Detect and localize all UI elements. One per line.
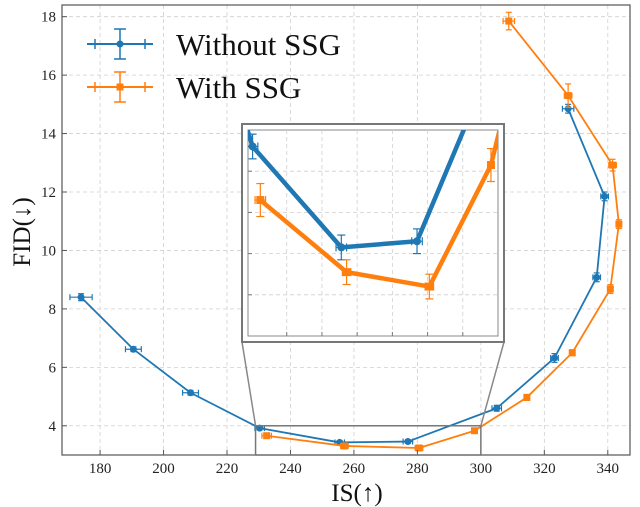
data-point-with-ssg	[568, 349, 576, 357]
x-tick-label: 320	[533, 461, 556, 477]
axis-ticks: 180 200 220 240 260 280 300 320 340 4 6 8 10 12 14 16 18	[41, 10, 619, 477]
y-tick-label: 4	[49, 419, 57, 435]
zoom-indicator	[241, 341, 505, 456]
y-tick-label: 6	[49, 360, 57, 376]
series-without-ssg	[248, 130, 467, 261]
legend: Without SSG With SSG	[87, 27, 341, 105]
inset-zoom-panel	[241, 123, 505, 343]
inset-grid-lines	[248, 130, 498, 336]
x-tick-label: 300	[470, 461, 493, 477]
data-point-without-ssg	[601, 192, 609, 200]
inset-ticks	[248, 170, 464, 336]
data-point-without-ssg	[129, 345, 137, 353]
data-point-with-ssg	[564, 92, 572, 100]
series-line-with-ssg	[258, 130, 498, 289]
data-point-without-ssg	[593, 273, 601, 281]
data-point-with-ssg	[263, 432, 271, 440]
legend-label-with-ssg: With SSG	[176, 70, 301, 105]
data-point-without-ssg	[187, 389, 195, 397]
x-tick-label: 200	[152, 461, 175, 477]
y-tick-label: 14	[41, 127, 57, 143]
data-point-with-ssg	[615, 220, 623, 228]
series-with-ssg	[261, 11, 623, 452]
data-point-without-ssg	[404, 438, 412, 446]
y-tick-label: 12	[41, 185, 56, 201]
legend-marker-with-ssg	[116, 83, 124, 91]
series-without-ssg	[69, 103, 610, 446]
y-axis-title: FID(↓)	[9, 197, 36, 266]
data-point-without-ssg	[493, 404, 501, 412]
data-point-with-ssg	[340, 442, 348, 450]
x-tick-label: 280	[406, 461, 429, 477]
data-point-with-ssg	[523, 393, 531, 401]
x-axis-title: IS(↑)	[331, 480, 382, 507]
legend-item-without-ssg: Without SSG	[87, 27, 341, 62]
data-point-without-ssg	[77, 293, 85, 301]
legend-item-with-ssg: With SSG	[87, 70, 301, 105]
legend-marker-without-ssg	[116, 40, 124, 48]
data-point-with-ssg	[256, 196, 265, 205]
inset-inner-frame	[247, 129, 499, 337]
data-point-with-ssg	[342, 268, 351, 277]
inset-series-layer	[248, 130, 498, 300]
y-tick-label: 18	[41, 10, 56, 26]
data-point-with-ssg	[425, 282, 434, 291]
y-tick-label: 10	[41, 243, 56, 259]
x-tick-label: 260	[343, 461, 366, 477]
data-point-with-ssg	[415, 444, 423, 452]
zoom-region-box	[254, 425, 482, 456]
zoom-connector-right	[480, 341, 505, 426]
data-point-without-ssg	[413, 237, 422, 246]
main-series-layer	[69, 11, 623, 452]
legend-label-without-ssg: Without SSG	[176, 27, 341, 62]
series-with-ssg	[254, 130, 498, 300]
data-point-with-ssg	[505, 17, 513, 25]
x-tick-label: 180	[89, 461, 112, 477]
data-point-with-ssg	[606, 285, 614, 293]
x-tick-label: 240	[279, 461, 302, 477]
zoom-connector-left	[241, 341, 257, 426]
y-tick-label: 8	[49, 302, 57, 318]
data-point-with-ssg	[486, 161, 495, 170]
y-tick-label: 16	[41, 68, 57, 84]
data-point-with-ssg	[471, 427, 479, 435]
x-tick-label: 340	[597, 461, 620, 477]
data-point-with-ssg	[609, 161, 617, 169]
data-point-without-ssg	[248, 142, 257, 151]
x-tick-label: 220	[216, 461, 239, 477]
data-point-without-ssg	[550, 354, 558, 362]
data-point-without-ssg	[337, 243, 346, 252]
